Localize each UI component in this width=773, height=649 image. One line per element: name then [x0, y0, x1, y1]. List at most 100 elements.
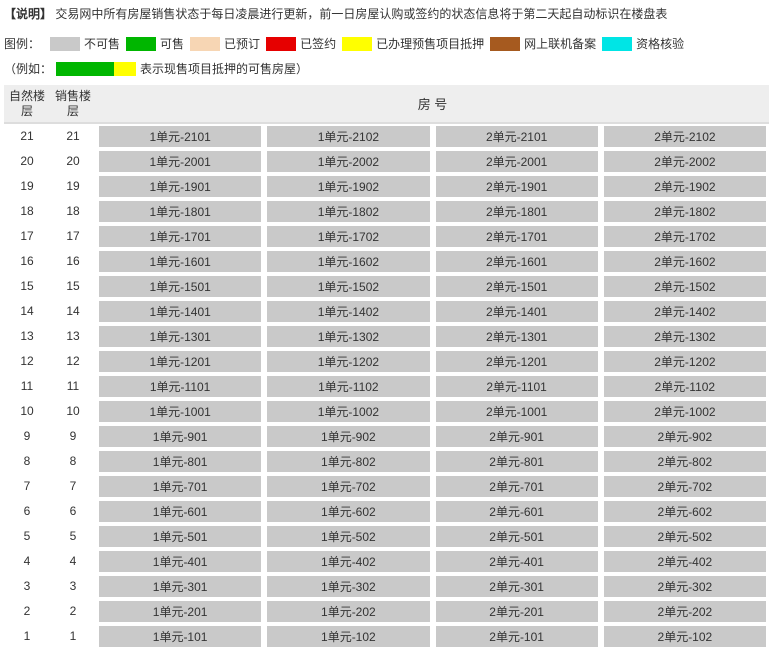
room-link[interactable]: 2单元-1501 — [436, 276, 598, 297]
room-link[interactable]: 2单元-702 — [604, 476, 766, 497]
room-link[interactable]: 2单元-2101 — [436, 126, 598, 147]
room-link[interactable]: 2单元-1401 — [436, 301, 598, 322]
room-link[interactable]: 1单元-301 — [99, 576, 261, 597]
room-link[interactable]: 2单元-1001 — [436, 401, 598, 422]
room-cell: 1单元-1902 — [264, 174, 432, 199]
room-link[interactable]: 1单元-601 — [99, 501, 261, 522]
room-link[interactable]: 1单元-701 — [99, 476, 261, 497]
room-link[interactable]: 1单元-1702 — [267, 226, 429, 247]
room-link[interactable]: 1单元-1902 — [267, 176, 429, 197]
room-link[interactable]: 1单元-1102 — [267, 376, 429, 397]
room-link[interactable]: 2单元-1302 — [604, 326, 766, 347]
room-link[interactable]: 2单元-101 — [436, 626, 598, 647]
room-link[interactable]: 1单元-1901 — [99, 176, 261, 197]
room-link[interactable]: 1单元-702 — [267, 476, 429, 497]
room-link[interactable]: 1单元-602 — [267, 501, 429, 522]
room-link[interactable]: 1单元-901 — [99, 426, 261, 447]
room-link[interactable]: 1单元-1202 — [267, 351, 429, 372]
room-link[interactable]: 2单元-902 — [604, 426, 766, 447]
room-link[interactable]: 2单元-402 — [604, 551, 766, 572]
room-cell: 1单元-301 — [96, 574, 264, 599]
room-link[interactable]: 2单元-102 — [604, 626, 766, 647]
room-link[interactable]: 1单元-2102 — [267, 126, 429, 147]
room-link[interactable]: 1单元-802 — [267, 451, 429, 472]
room-link[interactable]: 2单元-502 — [604, 526, 766, 547]
room-link[interactable]: 1单元-1002 — [267, 401, 429, 422]
room-link[interactable]: 2单元-801 — [436, 451, 598, 472]
room-link[interactable]: 1单元-1601 — [99, 251, 261, 272]
room-cell: 2单元-1202 — [601, 349, 769, 374]
room-link[interactable]: 1单元-1802 — [267, 201, 429, 222]
room-link[interactable]: 2单元-2002 — [604, 151, 766, 172]
room-link[interactable]: 2单元-201 — [436, 601, 598, 622]
room-link[interactable]: 2单元-301 — [436, 576, 598, 597]
room-link[interactable]: 2单元-1602 — [604, 251, 766, 272]
room-link[interactable]: 2单元-1301 — [436, 326, 598, 347]
room-link[interactable]: 2单元-802 — [604, 451, 766, 472]
room-link[interactable]: 1单元-2001 — [99, 151, 261, 172]
room-link[interactable]: 2单元-2102 — [604, 126, 766, 147]
room-link[interactable]: 2单元-1202 — [604, 351, 766, 372]
room-link[interactable]: 1单元-401 — [99, 551, 261, 572]
room-link[interactable]: 2单元-1201 — [436, 351, 598, 372]
room-link[interactable]: 1单元-101 — [99, 626, 261, 647]
room-link[interactable]: 1单元-1001 — [99, 401, 261, 422]
room-link[interactable]: 2单元-1702 — [604, 226, 766, 247]
room-link[interactable]: 1单元-2002 — [267, 151, 429, 172]
room-cell: 2单元-102 — [601, 624, 769, 649]
room-link[interactable]: 2单元-1802 — [604, 201, 766, 222]
room-link[interactable]: 1单元-302 — [267, 576, 429, 597]
room-link[interactable]: 1单元-2101 — [99, 126, 261, 147]
room-link[interactable]: 1单元-1701 — [99, 226, 261, 247]
room-link[interactable]: 1单元-402 — [267, 551, 429, 572]
room-link[interactable]: 2单元-1902 — [604, 176, 766, 197]
sale-floor-cell: 5 — [50, 524, 96, 549]
room-link[interactable]: 2单元-1402 — [604, 301, 766, 322]
room-link[interactable]: 2单元-202 — [604, 601, 766, 622]
room-link[interactable]: 1单元-202 — [267, 601, 429, 622]
natural-floor-cell: 1 — [4, 624, 50, 649]
room-cell: 2单元-202 — [601, 599, 769, 624]
room-link[interactable]: 2单元-1002 — [604, 401, 766, 422]
room-cell: 2单元-101 — [433, 624, 601, 649]
sale-floor-cell: 7 — [50, 474, 96, 499]
room-link[interactable]: 2单元-601 — [436, 501, 598, 522]
room-link[interactable]: 1单元-501 — [99, 526, 261, 547]
room-link[interactable]: 1单元-1402 — [267, 301, 429, 322]
room-link[interactable]: 1单元-102 — [267, 626, 429, 647]
room-link[interactable]: 1单元-502 — [267, 526, 429, 547]
room-cell: 1单元-2101 — [96, 123, 264, 149]
room-link[interactable]: 1单元-1101 — [99, 376, 261, 397]
room-link[interactable]: 2单元-1101 — [436, 376, 598, 397]
room-link[interactable]: 2单元-1502 — [604, 276, 766, 297]
room-link[interactable]: 2单元-602 — [604, 501, 766, 522]
room-link[interactable]: 2单元-2001 — [436, 151, 598, 172]
room-link[interactable]: 2单元-1102 — [604, 376, 766, 397]
room-link[interactable]: 1单元-1502 — [267, 276, 429, 297]
room-link[interactable]: 2单元-901 — [436, 426, 598, 447]
room-link[interactable]: 1单元-801 — [99, 451, 261, 472]
room-link[interactable]: 1单元-1301 — [99, 326, 261, 347]
room-link[interactable]: 2单元-1701 — [436, 226, 598, 247]
table-row: 10101单元-10011单元-10022单元-10012单元-1002 — [4, 399, 769, 424]
room-cell: 1单元-402 — [264, 549, 432, 574]
room-cell: 1单元-1302 — [264, 324, 432, 349]
room-link[interactable]: 1单元-201 — [99, 601, 261, 622]
natural-floor-cell: 19 — [4, 174, 50, 199]
room-link[interactable]: 1单元-1401 — [99, 301, 261, 322]
room-link[interactable]: 2单元-302 — [604, 576, 766, 597]
room-link[interactable]: 2单元-501 — [436, 526, 598, 547]
room-link[interactable]: 1单元-1501 — [99, 276, 261, 297]
room-link[interactable]: 2单元-401 — [436, 551, 598, 572]
room-link[interactable]: 2单元-1801 — [436, 201, 598, 222]
col-natural-floor: 自然楼层 — [4, 85, 50, 123]
natural-floor-cell: 16 — [4, 249, 50, 274]
room-link[interactable]: 1单元-902 — [267, 426, 429, 447]
room-link[interactable]: 1单元-1602 — [267, 251, 429, 272]
room-link[interactable]: 1单元-1302 — [267, 326, 429, 347]
room-link[interactable]: 2单元-701 — [436, 476, 598, 497]
room-link[interactable]: 2单元-1901 — [436, 176, 598, 197]
room-link[interactable]: 1单元-1801 — [99, 201, 261, 222]
room-link[interactable]: 1单元-1201 — [99, 351, 261, 372]
room-link[interactable]: 2单元-1601 — [436, 251, 598, 272]
